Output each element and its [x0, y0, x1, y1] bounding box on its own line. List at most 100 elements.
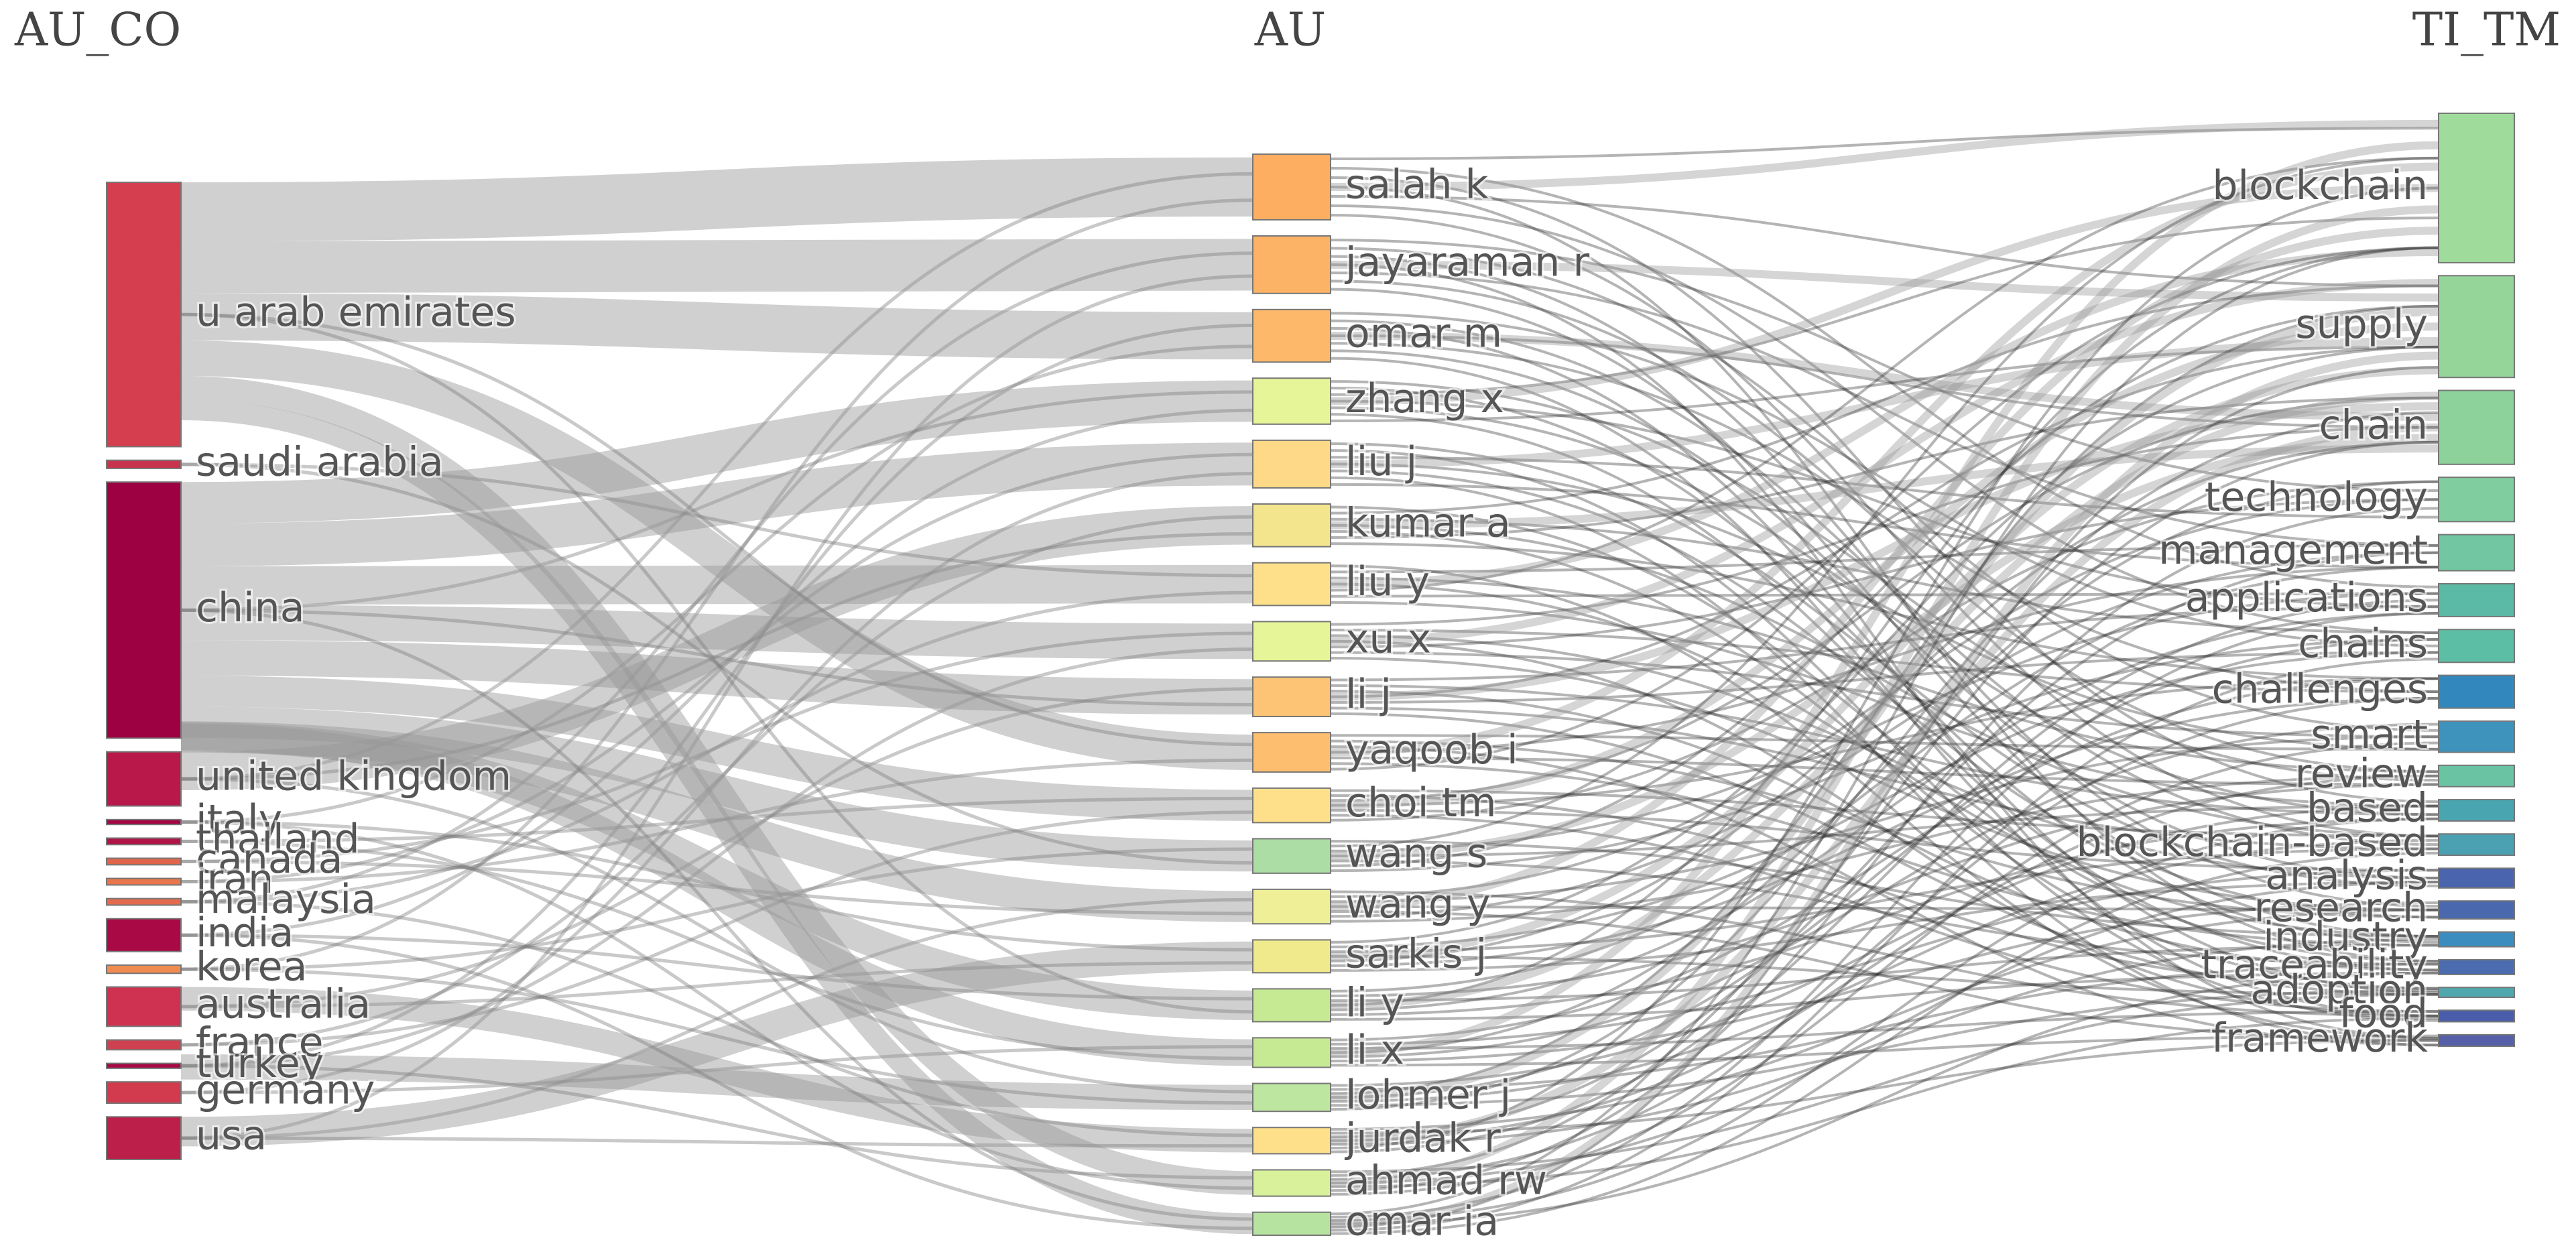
link: [1330, 127, 2439, 160]
node-label: ahmad rw: [1345, 1157, 1547, 1204]
link: [1330, 255, 2439, 908]
link: [1330, 657, 2439, 1232]
node-label: omar ia: [1345, 1198, 1499, 1245]
node: [2438, 674, 2515, 709]
link: [180, 941, 1253, 1147]
node: [2438, 389, 2515, 465]
link: [180, 967, 1253, 1105]
node: [2438, 477, 2515, 523]
link: [180, 312, 1253, 747]
link: [1330, 901, 2439, 1063]
link: [180, 933, 1253, 1001]
link: [180, 687, 1253, 1009]
link: [1330, 881, 2439, 1185]
node: [1252, 308, 1331, 363]
link: [1330, 905, 2439, 912]
link: [1330, 938, 2439, 1146]
link: [1330, 227, 2439, 911]
link: [1330, 456, 2439, 519]
link: [1330, 162, 2439, 757]
link: [180, 640, 1253, 715]
node-label: sarkis j: [1345, 930, 1487, 977]
node: [1252, 1037, 1331, 1068]
node-label: jayaraman r: [1344, 239, 1589, 286]
link: [1330, 551, 2439, 918]
node: [2438, 867, 2515, 889]
node: [1252, 732, 1331, 773]
node-label: omar m: [1345, 310, 1502, 357]
link: [1330, 789, 2439, 838]
node: [2438, 900, 2515, 920]
link: [1330, 657, 2439, 912]
node-label: u arab emirates: [196, 289, 516, 336]
link: [1330, 440, 2439, 962]
node-label: zhang x: [1345, 375, 1504, 422]
link: [180, 198, 1253, 971]
link: [180, 472, 1253, 1094]
node: [1252, 838, 1331, 874]
link: [180, 1064, 1253, 1180]
link: [1330, 167, 2439, 588]
link: [1330, 406, 2439, 816]
node-label: malaysia: [196, 876, 376, 923]
node: [1252, 1082, 1331, 1113]
node-label: salah k: [1345, 162, 1489, 208]
link: [180, 1045, 1253, 1094]
node-label: liu j: [1345, 438, 1417, 485]
link: [1330, 449, 2439, 1022]
link: [180, 532, 1253, 781]
link: [1330, 637, 2439, 1099]
link: [1330, 1034, 2439, 1067]
link: [1330, 783, 2439, 997]
link: [180, 462, 1253, 865]
node: [106, 1039, 182, 1051]
node-label: chains: [2298, 620, 2428, 667]
node-label: xu x: [1345, 615, 1431, 662]
link: [180, 608, 1253, 1221]
link: [1330, 1017, 2439, 1188]
link: [1330, 954, 2439, 996]
link: [1330, 523, 2439, 838]
node: [106, 964, 182, 975]
link: [180, 796, 1253, 843]
node: [106, 481, 182, 739]
link: [1330, 544, 2439, 574]
node-label: traceability: [2201, 942, 2428, 989]
node: [1252, 988, 1331, 1023]
link: [1330, 462, 2439, 751]
link: [1330, 1010, 2439, 1050]
link: [1330, 651, 2439, 948]
link: [180, 605, 1253, 660]
link: [1330, 119, 2439, 191]
link: [1330, 735, 2439, 903]
node: [1252, 787, 1331, 824]
node: [2438, 764, 2515, 788]
link: [180, 758, 1253, 883]
node: [106, 182, 182, 448]
link: [1330, 794, 2439, 990]
link: [1330, 592, 2439, 853]
link: [1330, 345, 2439, 422]
link: [1330, 517, 2439, 635]
link: [180, 408, 1253, 937]
link: [1330, 186, 2439, 963]
node-label: industry: [2263, 914, 2428, 960]
node: [2438, 720, 2515, 753]
link: [1330, 817, 2439, 1016]
link: [1330, 505, 2439, 963]
node-label: germany: [196, 1067, 375, 1114]
link: [180, 859, 1253, 916]
node: [106, 459, 182, 469]
nodes: u arab emirates saudi arabia china united k…: [106, 113, 2515, 1247]
link: [1330, 444, 2439, 529]
link: [1330, 351, 2439, 1228]
link: [1330, 908, 2439, 1131]
link: [1330, 592, 2439, 598]
link: [1330, 566, 2439, 754]
link: [180, 312, 1253, 1014]
link: [1330, 696, 2439, 1181]
link: [1330, 637, 2439, 873]
link: [1330, 734, 2439, 751]
link: [1330, 396, 2439, 540]
link: [1330, 263, 2439, 1040]
